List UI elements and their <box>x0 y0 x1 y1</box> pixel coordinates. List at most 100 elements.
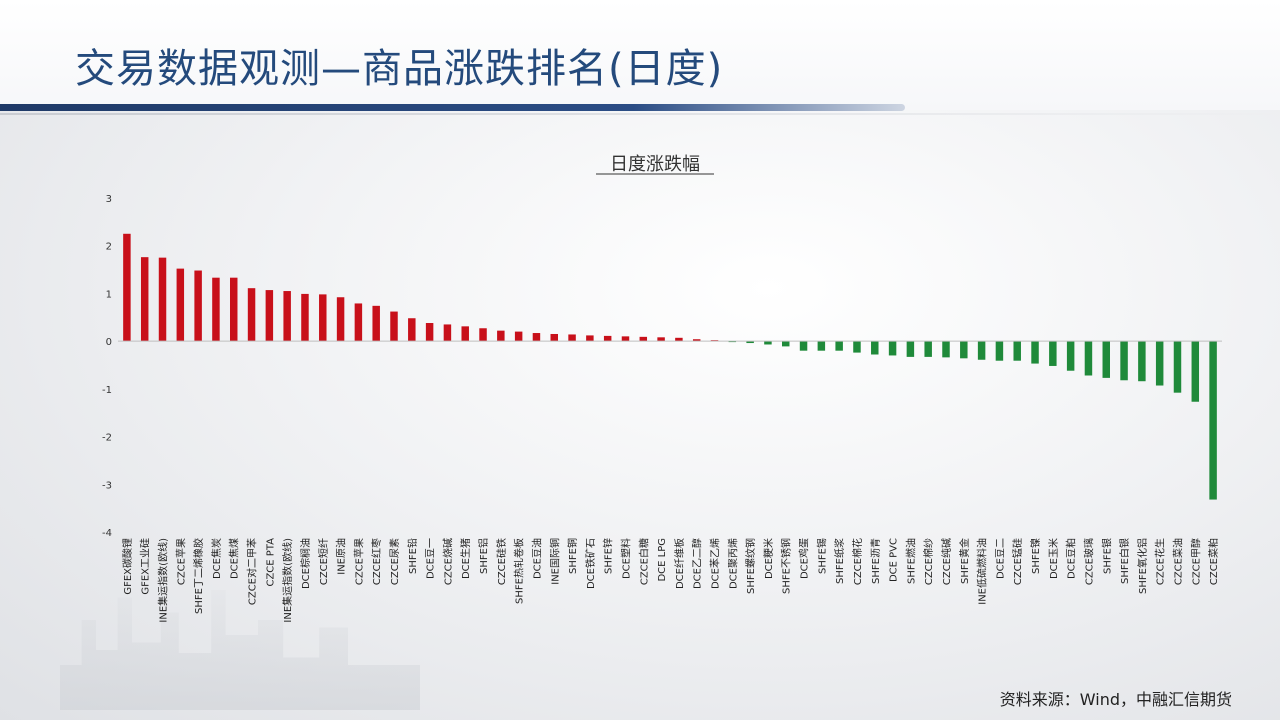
bar <box>1191 341 1200 402</box>
bar <box>461 326 469 342</box>
bar <box>372 305 380 342</box>
bar <box>443 324 452 342</box>
y-axis: 3 2 1 0 -1 -2 -3 -4 <box>102 194 112 539</box>
x-category-label: DCE PVC <box>889 538 900 582</box>
bar <box>1155 341 1164 386</box>
x-category-label: DCE玉米 <box>1047 538 1060 579</box>
bar <box>194 270 202 342</box>
x-category-label: SHFE纸浆 <box>833 538 846 584</box>
bar <box>568 334 576 342</box>
x-category-label: SHFE银 <box>1100 538 1113 574</box>
x-category-label: SHFE氧化铝 <box>1136 538 1149 594</box>
x-category-label: SHFE不锈钢 <box>780 538 793 594</box>
bar <box>532 333 541 342</box>
bar <box>265 290 274 342</box>
page-title: 交易数据观测—商品涨跌排名(日度) <box>75 46 724 92</box>
bar <box>924 341 932 357</box>
bar <box>140 257 149 342</box>
x-category-label: CZCE花生 <box>1154 538 1167 585</box>
header-accent-line <box>0 104 905 111</box>
x-category-label: INE集运指数(欧线) <box>157 538 170 623</box>
bar <box>639 336 648 342</box>
x-category-label: CZCE红枣 <box>370 538 383 585</box>
bar <box>1066 341 1075 371</box>
x-category-label: CZCE菜油 <box>1171 538 1184 585</box>
bar <box>764 341 772 345</box>
bar <box>514 331 523 342</box>
x-category-label: DCE聚丙烯 <box>726 538 739 589</box>
x-category-label: INE原油 <box>335 538 348 575</box>
x-category-label: DCE豆二 <box>994 538 1006 579</box>
bar <box>621 336 630 342</box>
bar <box>230 277 238 342</box>
bar <box>586 335 594 342</box>
x-category-label: CZCE PTA <box>265 538 276 587</box>
x-category-label: INE国际铜 <box>549 538 561 585</box>
bar <box>906 341 915 357</box>
x-category-label: CZCE玻璃 <box>1082 538 1095 585</box>
bar <box>675 337 683 342</box>
bar <box>497 330 505 342</box>
x-category-label: CZCE菜粕 <box>1207 538 1220 585</box>
chart-title: 日度涨跌幅 <box>610 154 700 175</box>
x-category-label: DCE豆粕 <box>1065 538 1078 579</box>
bar <box>319 294 327 342</box>
bar <box>1173 341 1182 393</box>
bar <box>960 341 968 359</box>
x-category-label: SHFE螺纹钢 <box>744 538 757 594</box>
bar <box>817 341 826 351</box>
y-tick-label: -4 <box>102 528 112 539</box>
x-axis-labels: GFEX碳酸锂 GFEX工业硅 INE集运指数(欧线) CZCE苹果 SHFE丁二烯橡胶… <box>121 538 1220 623</box>
bar <box>1049 341 1057 366</box>
x-category-label: SHFE锡 <box>815 538 828 574</box>
x-category-label: DCE豆一 <box>425 538 437 579</box>
bar <box>799 341 808 351</box>
x-category-label: CZCE棉纱 <box>922 538 935 585</box>
x-category-label: SHFE铝 <box>478 538 490 574</box>
x-category-label: DCE粳米 <box>762 538 775 579</box>
x-category-label: SHFE铜 <box>567 538 579 574</box>
bar <box>1209 341 1217 500</box>
bar <box>782 341 790 347</box>
x-category-label: DCE乙二醇 <box>691 538 704 589</box>
bar <box>212 277 220 342</box>
y-tick-label: 0 <box>106 337 112 348</box>
bar <box>657 337 665 342</box>
bar <box>176 268 185 342</box>
bar <box>336 297 345 342</box>
bar <box>354 303 363 342</box>
x-category-label: SHFE黄金 <box>958 538 971 584</box>
x-category-label: SHFE丁二烯橡胶 <box>192 538 205 614</box>
x-category-label: CZCE烧碱 <box>441 538 454 585</box>
x-category-label: SHFE沥青 <box>869 538 882 584</box>
x-category-label: SHFE锌 <box>602 538 615 574</box>
x-category-label: DCE生猪 <box>459 538 472 579</box>
x-category-label: GFEX工业硅 <box>139 538 152 595</box>
bar <box>1120 341 1128 381</box>
bar <box>301 293 309 342</box>
x-category-label: CZCE白糖 <box>637 538 650 585</box>
x-category-label: CZCE纯碱 <box>940 538 953 585</box>
bar <box>942 341 950 358</box>
bar-series <box>123 233 1217 500</box>
x-category-label: DCE LPG <box>657 538 668 582</box>
bar <box>1084 341 1093 376</box>
x-category-label: DCE棕榈油 <box>299 538 312 589</box>
y-tick-label: 2 <box>106 242 112 253</box>
bar <box>158 257 167 342</box>
x-category-label: CZCE苹果 <box>174 538 187 585</box>
x-category-label: DCE苯乙烯 <box>709 538 722 589</box>
x-category-label: DCE纤维板 <box>673 538 686 589</box>
bar <box>123 233 131 342</box>
y-tick-label: -2 <box>102 433 112 444</box>
bar <box>603 335 612 342</box>
bar <box>283 291 291 342</box>
source-note: 资料来源：Wind，中融汇信期货 <box>999 690 1232 709</box>
bar <box>835 341 843 351</box>
x-category-label: INE低硫燃料油 <box>976 538 989 605</box>
y-tick-label: 3 <box>106 194 112 205</box>
x-category-label: CZCE苹果 <box>352 538 365 585</box>
x-category-label: DCE塑料 <box>619 538 632 579</box>
bar <box>247 288 256 342</box>
bar <box>692 339 701 342</box>
